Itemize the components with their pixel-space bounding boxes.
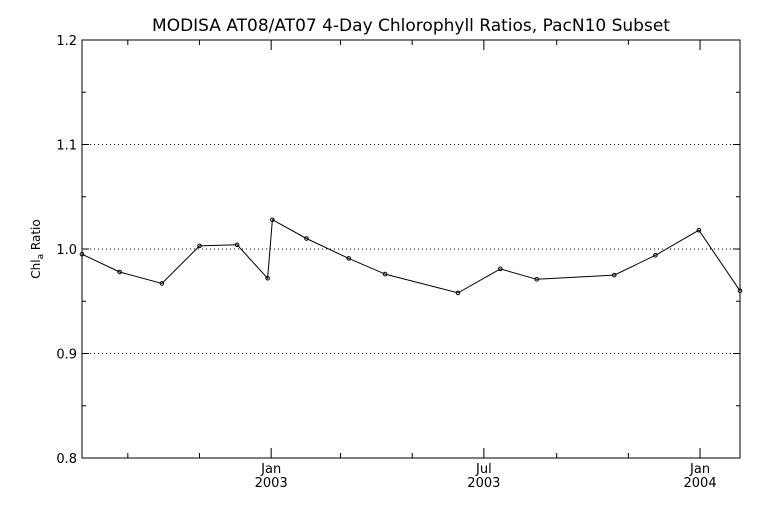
data-point [696,227,702,233]
y-axis-label-subscript: a [36,254,46,260]
y-axis-label-main: Chl [29,259,43,278]
series [79,217,743,296]
gridlines [82,144,740,354]
data-point [197,243,202,249]
y-axis-label: Chla Ratio [29,219,46,278]
data-point [265,275,270,281]
data-point [498,266,503,272]
y-axis: 0.8 0.9 1.0 1.1 1.2 [56,34,740,467]
data-point [234,242,240,248]
y-tick-label: 0.9 [56,348,77,363]
x-tick-label-month: Jan [260,462,281,477]
x-tick-label-year: 2004 [684,476,717,491]
data-point [270,217,275,223]
data-point [79,251,85,257]
data-point [455,290,461,296]
x-tick-label-year: 2003 [467,476,500,491]
data-point [117,269,122,275]
chart-title: MODISA AT08/AT07 4-Day Chlorophyll Ratio… [152,16,670,36]
y-tick-label: 1.1 [56,139,77,154]
y-tick-label: 0.8 [56,452,77,467]
data-point [534,277,540,282]
y-tick-label: 1.2 [56,34,77,49]
series-line [81,218,741,294]
data-point [653,252,658,258]
x-tick-label-month: Jul [475,462,492,477]
y-axis-label-rest: Ratio [29,219,43,254]
y-tick-label: 1.0 [56,243,77,258]
data-point [737,288,743,294]
data-point [159,281,165,286]
data-point [611,272,617,278]
data-point [304,236,309,241]
data-point [346,256,352,261]
x-tick-label-month: Jan [689,462,710,477]
x-tick-label-year: 2003 [255,476,288,491]
data-point [382,271,388,277]
